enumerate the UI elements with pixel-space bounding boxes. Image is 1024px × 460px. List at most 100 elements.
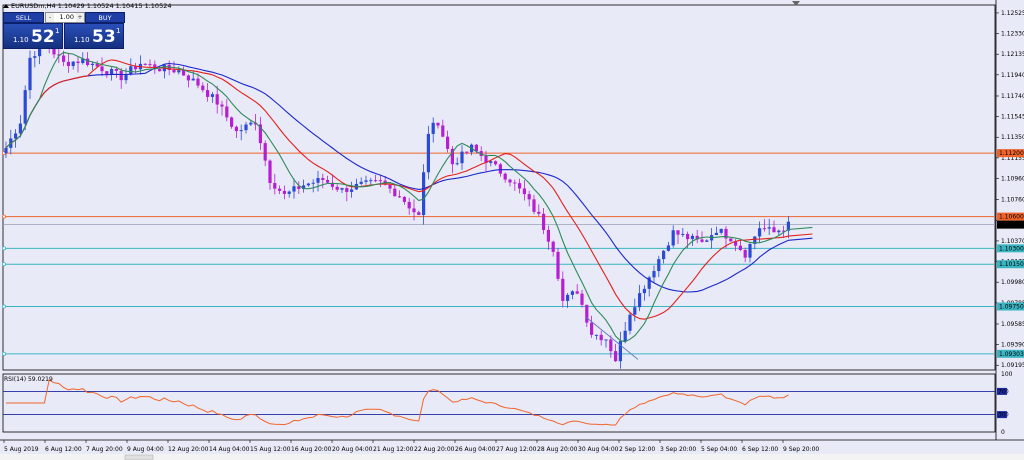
candle-body bbox=[215, 94, 219, 105]
sell-button[interactable]: SELL bbox=[3, 12, 44, 23]
level-price-label-bg bbox=[997, 244, 1024, 253]
candle-body bbox=[417, 212, 421, 216]
time-axis-label: 5 Aug 2019 bbox=[4, 446, 39, 453]
candle-body bbox=[95, 63, 99, 67]
candle-body bbox=[642, 288, 646, 294]
rsi-level-label-bg bbox=[997, 387, 1007, 395]
price-tick-label: 1.10370 bbox=[1001, 238, 1024, 245]
candle-body bbox=[378, 180, 382, 182]
candle-body bbox=[594, 334, 598, 336]
candle-body bbox=[302, 185, 306, 189]
candle-body bbox=[234, 126, 238, 132]
time-axis-label: 12 Aug 20:00 bbox=[168, 446, 209, 453]
candle-body bbox=[633, 307, 637, 315]
candle-body bbox=[393, 188, 397, 197]
time-axis-label: 20 Aug 04:00 bbox=[332, 446, 373, 453]
candle-body bbox=[292, 186, 296, 192]
decrease-lot-button[interactable]: - bbox=[46, 13, 54, 22]
time-axis-label: 27 Aug 12:00 bbox=[496, 446, 537, 453]
candle-body bbox=[758, 228, 762, 237]
current-price-label-bg bbox=[997, 220, 1024, 229]
time-axis-label: 9 Aug 04:00 bbox=[127, 446, 164, 453]
time-axis-label: 14 Aug 04:00 bbox=[209, 446, 250, 453]
sell-price-fraction: 1 bbox=[55, 27, 60, 35]
time-axis-label: 21 Aug 12:00 bbox=[373, 446, 414, 453]
candle-body bbox=[90, 63, 94, 66]
candle-body bbox=[671, 230, 675, 246]
time-axis-label: 2 Sep 12:00 bbox=[619, 446, 655, 453]
candle-body bbox=[532, 199, 536, 212]
candle-body bbox=[81, 58, 85, 64]
increase-lot-button[interactable]: + bbox=[76, 13, 84, 22]
candle-body bbox=[522, 188, 526, 195]
level-anchor bbox=[2, 262, 7, 267]
candle-body bbox=[23, 90, 27, 124]
rsi-level-label: 70 bbox=[998, 388, 1006, 395]
rsi-axis-label: 0 bbox=[1001, 429, 1005, 436]
candle-body bbox=[782, 230, 786, 232]
candle-body bbox=[28, 57, 32, 91]
time-axis-label: 22 Aug 20:00 bbox=[414, 446, 455, 453]
candle-body bbox=[426, 133, 430, 173]
candle-body bbox=[388, 184, 392, 189]
time-axis-label: 15 Aug 12:00 bbox=[250, 446, 291, 453]
candle-body bbox=[623, 330, 627, 342]
candle-body bbox=[546, 229, 550, 242]
lot-size-field[interactable]: - 1.00 + bbox=[45, 12, 85, 23]
level-price-label: 1.10300 bbox=[999, 245, 1024, 252]
candle-body bbox=[177, 70, 181, 73]
candle-body bbox=[326, 179, 330, 183]
candle-body bbox=[66, 61, 70, 66]
level-price-label: 1.11200 bbox=[999, 150, 1024, 157]
time-axis-label: 9 Sep 20:00 bbox=[783, 446, 819, 453]
candle-body bbox=[484, 156, 488, 163]
candle-body bbox=[374, 180, 378, 182]
candle-body bbox=[407, 201, 411, 209]
candle-body bbox=[124, 73, 128, 81]
candle-body bbox=[110, 68, 114, 75]
buy-price-button[interactable]: 1.10 53 1 bbox=[64, 23, 124, 49]
candle-body bbox=[18, 123, 22, 134]
buy-button[interactable]: BUY bbox=[85, 12, 125, 23]
level-price-label-bg bbox=[997, 349, 1024, 358]
candle-body bbox=[153, 64, 157, 70]
candle-body bbox=[695, 235, 699, 240]
candle-body bbox=[33, 56, 37, 58]
candle-body bbox=[134, 66, 138, 70]
one-click-trading-panel: SELL - 1.00 + BUY 1.10 52 1 1.10 53 1 bbox=[3, 12, 125, 49]
price-tick-label: 1.11940 bbox=[1001, 72, 1024, 79]
candle-body bbox=[210, 94, 214, 97]
candle-body bbox=[14, 133, 18, 139]
sell-price-button[interactable]: 1.10 52 1 bbox=[3, 23, 63, 49]
price-tick-label: 1.09390 bbox=[1001, 342, 1024, 349]
price-tick-label: 1.11740 bbox=[1001, 93, 1024, 100]
candle-body bbox=[762, 228, 766, 230]
candle-body bbox=[681, 233, 685, 235]
level-price-label-bg bbox=[997, 149, 1024, 158]
chart-title: EURUSDm,H4 1.10429 1.10524 1.10415 1.105… bbox=[11, 2, 172, 10]
price-tick-label: 1.09585 bbox=[1001, 321, 1024, 328]
lot-size-value[interactable]: 1.00 bbox=[59, 13, 74, 21]
candle-body bbox=[369, 180, 373, 182]
level-price-label: 1.09303 bbox=[999, 351, 1024, 358]
candle-body bbox=[225, 106, 229, 118]
level-anchor bbox=[2, 214, 7, 219]
candle-body bbox=[618, 341, 622, 362]
trend-line bbox=[585, 316, 639, 360]
candle-body bbox=[690, 235, 694, 240]
price-tick-label: 1.10960 bbox=[1001, 176, 1024, 183]
candle-body bbox=[714, 232, 718, 236]
candle-body bbox=[412, 208, 416, 213]
level-anchor bbox=[2, 351, 7, 356]
candle-body bbox=[537, 211, 541, 214]
rsi-title: RSI(14) 59.0219 bbox=[4, 376, 53, 383]
candle-body bbox=[753, 236, 757, 244]
candle-body bbox=[503, 173, 507, 180]
buy-price-pips: 53 bbox=[92, 27, 116, 47]
candle-body bbox=[359, 181, 363, 184]
moving-average-green bbox=[5, 51, 813, 343]
candle-body bbox=[542, 213, 546, 230]
chart-menu-triangle-icon[interactable] bbox=[3, 4, 9, 8]
